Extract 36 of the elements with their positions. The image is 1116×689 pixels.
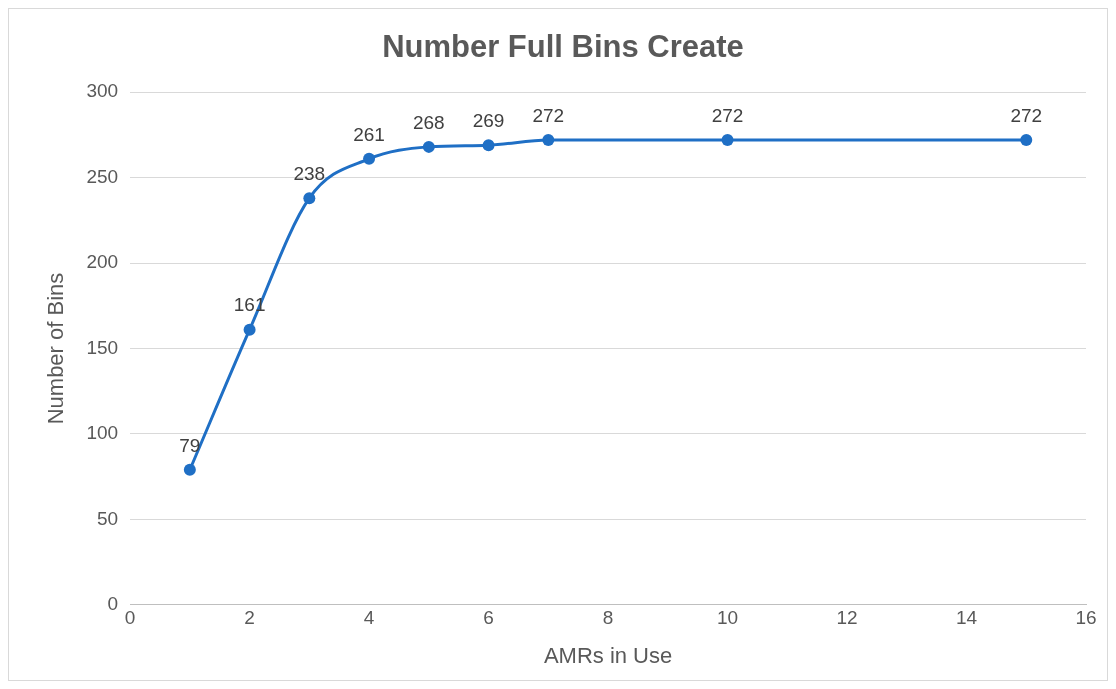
y-tick-label: 200 [86,251,119,273]
x-axis-title: AMRs in Use [543,642,673,668]
point [183,463,196,476]
y-tick-label: 50 [96,507,119,529]
x-tick-label: 12 [836,607,858,629]
point [422,140,435,153]
data-label: 272 [1010,104,1043,126]
point [363,152,376,165]
x-tick-label: 10 [716,607,739,629]
data-label: 272 [711,104,744,126]
y-tick-label: 0 [107,593,119,615]
x-tick-label: 8 [602,607,614,629]
x-tick-label: 2 [244,607,255,629]
x-tick-label: 16 [1075,607,1097,629]
x-tick-label: 6 [483,607,494,629]
x-tick-label: 4 [363,607,375,629]
y-tick-label: 100 [86,422,119,444]
point [303,192,316,205]
point [721,134,734,147]
x-tick-label: 14 [955,607,978,629]
data-label: 261 [353,123,385,145]
y-tick-label: 300 [86,80,119,102]
y-tick-label: 150 [86,336,119,358]
point [542,134,555,147]
x-tick-label: 0 [124,607,136,629]
point [482,139,495,152]
data-label: 268 [412,111,445,133]
y-tick-label: 250 [86,165,119,187]
point [243,323,256,336]
data-label: 272 [532,104,565,126]
y-axis-title: Number of Bins [43,272,69,425]
point [1020,134,1033,147]
chart-title: Number Full Bins Create [382,29,744,65]
data-label: 238 [293,162,326,184]
data-label: 79 [179,434,201,456]
data-label: 269 [472,109,505,131]
